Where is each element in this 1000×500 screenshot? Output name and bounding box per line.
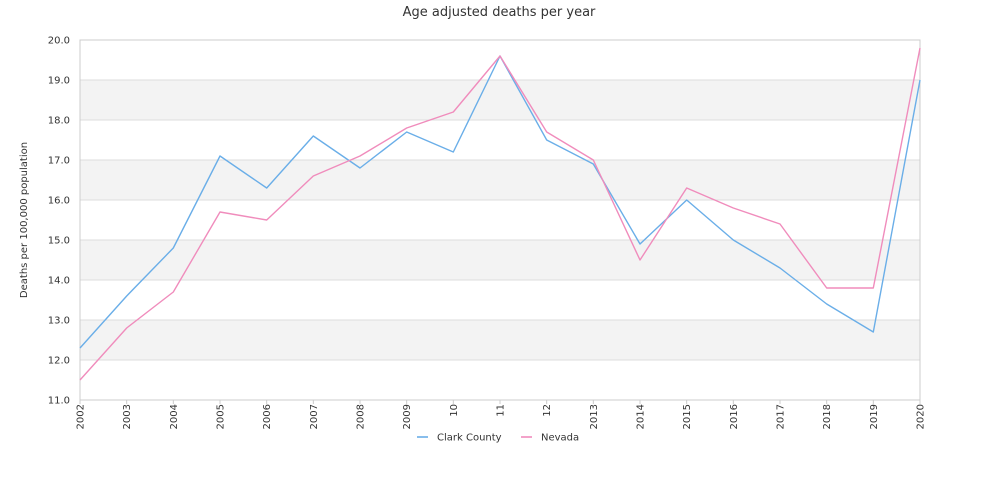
y-tick-label: 14.0 [48, 276, 70, 287]
grid-band [80, 240, 920, 280]
series-line-nevada [79, 47, 921, 381]
x-tick-label: 2018 [822, 404, 833, 429]
y-tick-label: 15.0 [48, 236, 70, 247]
x-tick-label: 2017 [776, 404, 787, 429]
x-tick-label: 2007 [309, 404, 320, 429]
y-tick-label: 19.0 [48, 76, 70, 87]
legend-label: Nevada [541, 433, 579, 444]
x-tick-label: 2004 [169, 404, 180, 429]
y-tick-label: 13.0 [48, 316, 70, 327]
x-tick-label: 2014 [636, 404, 647, 429]
y-tick-label: 20.0 [48, 36, 70, 47]
x-tick-label: 2019 [869, 404, 880, 429]
x-tick-label: 2008 [356, 404, 367, 429]
x-tick-label: 2006 [262, 404, 273, 429]
y-axis-label: Deaths per 100,000 population [19, 142, 30, 298]
x-axis-ticks: 2002 2003 2004 2005 2006 2007 2008 2009 10 11 12 20… [76, 400, 927, 429]
x-tick-label: 11 [496, 404, 507, 417]
x-tick-label: 10 [449, 404, 460, 417]
grid-bands [80, 80, 920, 360]
x-tick-label: 2015 [682, 404, 693, 429]
grid-band [80, 80, 920, 120]
y-tick-label: 17.0 [48, 156, 70, 167]
chart-title: Age adjusted deaths per year [403, 5, 596, 20]
x-tick-label: 2005 [216, 404, 227, 429]
legend: Clark County Nevada [417, 433, 579, 444]
x-tick-label: 2016 [729, 404, 740, 429]
series-lines [79, 47, 921, 381]
grid-band [80, 160, 920, 200]
y-tick-label: 18.0 [48, 116, 70, 127]
x-tick-label: 12 [542, 404, 553, 417]
grid-band [80, 320, 920, 360]
y-tick-label: 16.0 [48, 196, 70, 207]
x-tick-label: 2002 [76, 404, 87, 429]
x-tick-label: 2009 [402, 404, 413, 429]
y-tick-label: 11.0 [48, 396, 70, 407]
y-axis-ticks: 11.0 12.0 13.0 14.0 15.0 16.0 17.0 18.0 19.0 20.0 [48, 36, 70, 407]
x-tick-label: 2020 [916, 404, 927, 429]
x-tick-label: 2003 [122, 404, 133, 429]
y-tick-label: 12.0 [48, 356, 70, 367]
x-tick-label: 2013 [589, 404, 600, 429]
legend-label: Clark County [437, 433, 502, 444]
